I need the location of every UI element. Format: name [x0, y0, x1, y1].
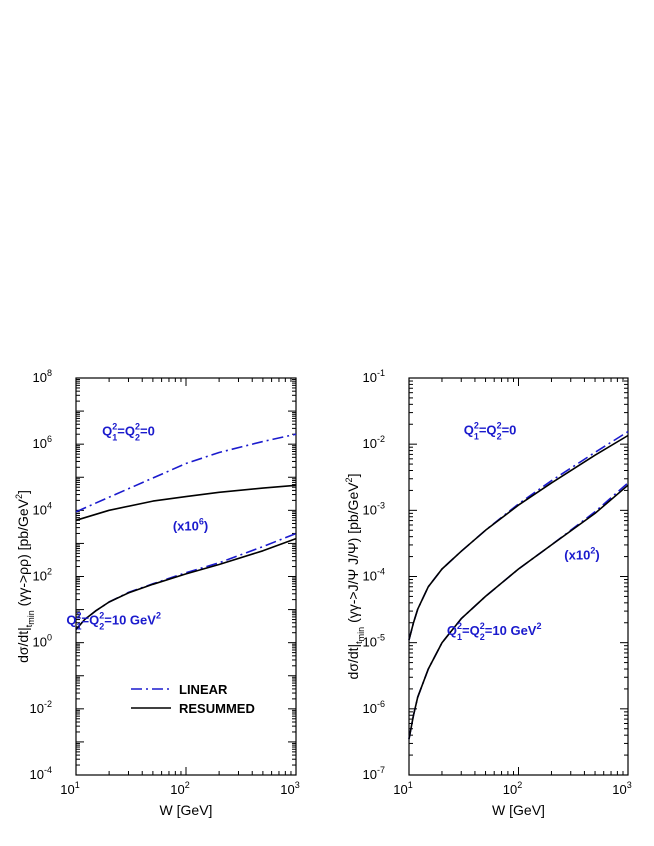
y-tick-label: 10-7	[363, 765, 385, 782]
series-line-resummed-2	[75, 484, 297, 522]
chart-panel-2: 101 102 103 10-7 10-6 10-5 10-4 10-3 10-2 10-1 W […	[344, 368, 632, 818]
y-tick-label: 106	[33, 434, 52, 451]
x-tick-label: 101	[60, 780, 79, 797]
y-axis-label: dσ/dt|tmin (γγ->J/Ψ J/Ψ) [pb/GeV2]	[344, 474, 366, 680]
x-axis-label: W [GeV]	[492, 802, 545, 818]
annotation-q10: Q12=Q22=10 GeV2	[447, 621, 542, 642]
y-tick-label: 10-4	[30, 765, 52, 782]
x-axis-label: W [GeV]	[160, 802, 213, 818]
legend: LINEAR RESUMMED	[131, 682, 255, 716]
legend-label-resummed: RESUMMED	[179, 701, 255, 716]
series-line-linear-3	[75, 532, 297, 631]
series-line-resummed-4	[75, 537, 297, 631]
plot-frame	[408, 377, 629, 776]
y-tick-label: 10-1	[363, 368, 385, 385]
y-tick-label: 10-2	[363, 434, 385, 451]
y-tick-label: 10-5	[363, 633, 385, 650]
annotation-q10: Q12=Q22=10 GeV2	[66, 611, 161, 632]
series-line-linear-3	[408, 482, 629, 740]
series-group	[75, 433, 297, 631]
annotation-scale: (x102)	[564, 546, 599, 563]
y-tick-label: 102	[33, 567, 52, 584]
series-line-linear-1	[408, 430, 629, 641]
y-axis-label: dσ/dt|tmin (γγ->ρρ) [pb/GeV2]	[14, 490, 36, 663]
series-line-resummed-2	[408, 434, 629, 641]
series-line-linear-1	[75, 433, 297, 513]
x-tick-label: 103	[280, 780, 299, 797]
x-tick-label: 102	[170, 780, 189, 797]
y-tick-label: 100	[33, 633, 52, 650]
chart-panel-1: 101 102 103 10-4 10-2 100 102 104 106 108 W [GeV] d…	[14, 368, 300, 818]
x-tick-label: 102	[503, 780, 522, 797]
annotation-scale: (x106)	[173, 516, 208, 533]
x-tick-label: 103	[612, 780, 631, 797]
series-line-resummed-4	[408, 484, 629, 740]
legend-label-linear: LINEAR	[179, 682, 228, 697]
y-tick-label: 10-4	[363, 567, 385, 584]
series-group	[408, 430, 629, 740]
annotation-q0: Q12=Q22=0	[102, 422, 155, 443]
y-tick-label: 104	[33, 500, 52, 517]
y-tick-label: 10-2	[30, 699, 52, 716]
y-tick-label: 10-6	[363, 699, 385, 716]
y-tick-label: 10-3	[363, 500, 385, 517]
annotation-q0: Q12=Q22=0	[464, 420, 517, 441]
x-tick-label: 101	[393, 780, 412, 797]
y-tick-label: 108	[33, 368, 52, 385]
